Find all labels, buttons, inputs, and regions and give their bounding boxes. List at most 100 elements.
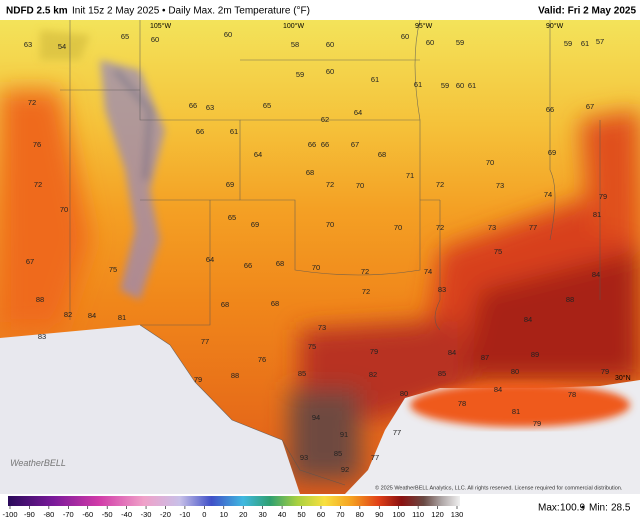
- temperature-label: 69: [251, 220, 259, 229]
- temperature-label: 68: [276, 259, 284, 268]
- temperature-label: 83: [438, 285, 446, 294]
- temperature-label: 81: [512, 407, 520, 416]
- temperature-label: 73: [496, 181, 504, 190]
- colorbar-tick-label: 80: [356, 510, 364, 519]
- temperature-labels: 63 54 65 60 60 58 60 60 60 59 59 61 57 59 60 61 61 59 60 61…: [24, 30, 609, 474]
- temperature-label: 88: [231, 371, 239, 380]
- temperature-label: 58: [291, 40, 299, 49]
- colorbar-tick-label: -70: [63, 510, 74, 519]
- temperature-label: 77: [371, 453, 379, 462]
- temperature-label: 60: [401, 32, 409, 41]
- temperature-label: 84: [448, 348, 456, 357]
- temperature-label: 68: [378, 150, 386, 159]
- temperature-label: 68: [306, 168, 314, 177]
- temperature-label: 79: [370, 347, 378, 356]
- temperature-label: 66: [189, 101, 197, 110]
- lon-label: 90°W: [546, 22, 564, 30]
- temperature-label: 75: [308, 342, 316, 351]
- valid-time: Valid: Fri 2 May 2025: [538, 6, 636, 17]
- separator: •: [581, 503, 585, 514]
- logo: WeatherBELL: [10, 458, 66, 468]
- temperature-label: 82: [64, 310, 72, 319]
- temperature-label: 84: [524, 315, 532, 324]
- colorbar-tick-label: -20: [160, 510, 171, 519]
- temperature-label: 94: [312, 413, 320, 422]
- colorbar-ticks: -100 -90 -80 -70 -60 -50 -40 -30 -20 -10 0 10 20 30 40…: [2, 506, 463, 519]
- colorbar-tick-label: 70: [336, 510, 344, 519]
- temperature-label: 71: [406, 171, 414, 180]
- temperature-label: 59: [441, 81, 449, 90]
- temperature-field: [0, 19, 640, 494]
- temperature-label: 85: [298, 369, 306, 378]
- temperature-label: 70: [326, 220, 334, 229]
- temperature-label: 59: [456, 38, 464, 47]
- temperature-label: 93: [300, 453, 308, 462]
- temperature-label: 88: [36, 295, 44, 304]
- temperature-label: 60: [224, 30, 232, 39]
- temperature-label: 66: [244, 261, 252, 270]
- temperature-label: 75: [109, 265, 117, 274]
- colorbar-tick-label: -100: [2, 510, 17, 519]
- temperature-label: 70: [394, 223, 402, 232]
- temperature-label: 72: [34, 180, 42, 189]
- temperature-label: 76: [258, 355, 266, 364]
- temperature-label: 59: [564, 39, 572, 48]
- temperature-label: 81: [593, 210, 601, 219]
- temperature-label: 61: [230, 127, 238, 136]
- temperature-label: 80: [400, 389, 408, 398]
- temperature-label: 92: [341, 465, 349, 474]
- temperature-label: 88: [566, 295, 574, 304]
- colorbar-tick-label: 0: [202, 510, 206, 519]
- temperature-label: 61: [371, 75, 379, 84]
- temperature-label: 67: [351, 140, 359, 149]
- temperature-label: 70: [312, 263, 320, 272]
- min-label: Min:: [589, 503, 608, 514]
- temperature-label: 72: [361, 267, 369, 276]
- colorbar-tick-label: -80: [43, 510, 54, 519]
- mexico-land: [0, 325, 300, 494]
- temperature-label: 72: [436, 180, 444, 189]
- temperature-label: 61: [468, 81, 476, 90]
- temperature-label: 60: [151, 35, 159, 44]
- temperature-label: 65: [263, 101, 271, 110]
- temperature-label: 82: [369, 370, 377, 379]
- temperature-label: 59: [296, 70, 304, 79]
- temperature-label: 77: [393, 428, 401, 437]
- temperature-label: 89: [531, 350, 539, 359]
- temperature-label: 78: [568, 390, 576, 399]
- temperature-label: 84: [592, 270, 600, 279]
- temperature-label: 70: [60, 205, 68, 214]
- temperature-label: 79: [601, 367, 609, 376]
- description: Init 15z 2 May 2025 • Daily Max. 2m Temp…: [72, 6, 310, 17]
- temperature-label: 77: [529, 223, 537, 232]
- lat-label: 30°N: [615, 374, 631, 382]
- colorbar-tick-label: 120: [431, 510, 444, 519]
- colorbar-tick-label: -30: [141, 510, 152, 519]
- temperature-label: 60: [426, 38, 434, 47]
- lon-label: 105°W: [150, 22, 171, 30]
- temperature-label: 72: [326, 180, 334, 189]
- colorbar-tick-label: 130: [451, 510, 464, 519]
- temperature-label: 85: [334, 449, 342, 458]
- colorbar-tick-label: 110: [412, 510, 424, 519]
- temperature-label: 54: [58, 42, 66, 51]
- temperature-label: 83: [38, 332, 46, 341]
- temperature-label: 70: [356, 181, 364, 190]
- temperature-label: 67: [586, 102, 594, 111]
- temperature-label: 65: [228, 213, 236, 222]
- colorbar-tick-label: 40: [278, 510, 286, 519]
- temperature-label: 84: [88, 311, 96, 320]
- colorbar-tick-label: -60: [82, 510, 93, 519]
- colorbar-tick-label: -50: [102, 510, 113, 519]
- temperature-label: 66: [196, 127, 204, 136]
- temperature-label: 67: [26, 257, 34, 266]
- temperature-label: 87: [481, 353, 489, 362]
- colorbar-tick-label: 90: [375, 510, 383, 519]
- temperature-label: 64: [254, 150, 262, 159]
- temperature-label: 72: [436, 223, 444, 232]
- temperature-label: 63: [206, 103, 214, 112]
- temperature-label: 66: [308, 140, 316, 149]
- colorbar-tick-label: -10: [179, 510, 190, 519]
- temperature-label: 57: [596, 37, 604, 46]
